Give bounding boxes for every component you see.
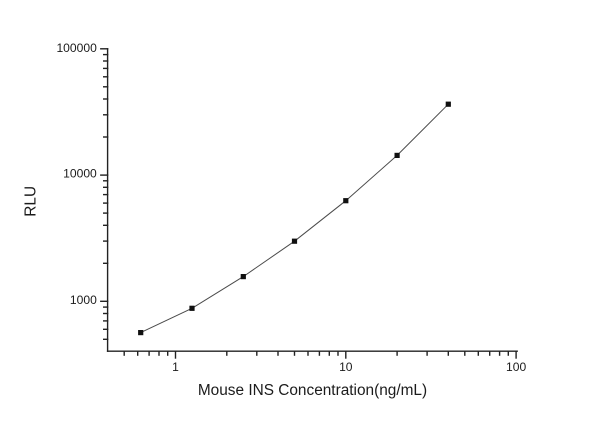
svg-text:1000: 1000 bbox=[70, 293, 97, 307]
svg-text:10: 10 bbox=[339, 360, 353, 374]
svg-text:10000: 10000 bbox=[63, 167, 97, 181]
svg-text:100000: 100000 bbox=[56, 41, 97, 55]
svg-text:RLU: RLU bbox=[23, 186, 40, 217]
svg-text:100: 100 bbox=[506, 360, 526, 374]
svg-text:1: 1 bbox=[172, 360, 179, 374]
svg-text:Mouse INS Concentration(ng/mL): Mouse INS Concentration(ng/mL) bbox=[198, 382, 427, 399]
